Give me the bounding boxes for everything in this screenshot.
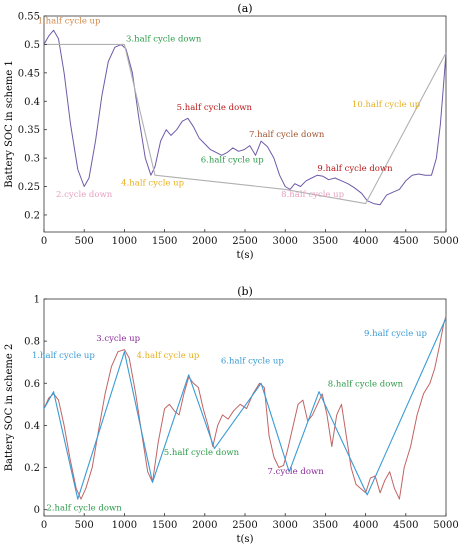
x-tick-label: 3000 [272,520,297,531]
cycle-annotation: 1.half cycle up [38,16,101,26]
x-axis-label-a: t(s) [237,250,254,261]
y-tick-label: 0.35 [18,125,40,136]
x-tick-label: 1500 [152,236,177,247]
x-tick-label: 2000 [192,520,217,531]
x-tick-label: 1000 [112,520,137,531]
x-tick-label: 4500 [393,520,418,531]
x-tick-label: 3500 [313,520,338,531]
cycle-annotation: 2.half cycle down [46,504,122,514]
x-tick-label: 5000 [433,520,458,531]
y-ticks-a: 0.2 0.25 0.3 0.35 0.4 0.45 0.5 0.55 [18,12,47,221]
cycle-annotation: 10.half cycle up [352,100,421,110]
x-tick-label: 5000 [433,236,458,247]
x-ticks-a: 0 500 1000 1500 2000 2500 3000 3500 4000 4500 5000 [41,229,459,247]
x-tick-label: 0 [41,520,47,531]
y-tick-label: 0.2 [24,210,40,221]
cycle-annotation: 6.half cycle up [221,356,284,366]
panel-b: (b) 0 500 1000 1500 2000 2500 3000 3500 4000 4500… [4,285,459,545]
y-tick-label: 0.4 [24,421,40,432]
cycle-annotation: 7.half cycle down [249,130,325,140]
series-line-b-2 [43,317,447,500]
y-tick-label: 0.5 [24,40,40,51]
x-tick-label: 4000 [353,520,378,531]
y-tick-label: 0.55 [18,12,40,23]
x-axis-label-b: t(s) [237,534,254,545]
y-axis-label-a: Battery SOC in scheme 1 [4,60,15,188]
x-tick-label: 4000 [353,236,378,247]
x-tick-label: 4500 [393,236,418,247]
cycle-annotation: 8.half cycle up [281,190,344,200]
cycle-annotation: 9.half cycle up [364,329,427,339]
cycle-annotation: 5.half cycle down [164,448,240,458]
cycle-annotation: 6.half cycle up [201,156,264,166]
cycle-annotation: 5.half cycle down [177,103,253,113]
cycle-annotation: 1.half cycle up [32,351,95,361]
x-tick-label: 2500 [232,520,257,531]
annotations-b: 1.half cycle up 2.half cycle down 3.cycle … [32,329,428,514]
series-layer-b [43,315,447,500]
panel-label-a: (a) [237,2,252,15]
y-tick-label: 0.6 [24,379,40,390]
y-tick-label: 0.45 [18,68,40,79]
x-tick-label: 2000 [192,236,217,247]
y-axis-label-b: Battery SOC in scheme 2 [4,344,15,472]
x-tick-label: 0 [41,236,47,247]
x-tick-label: 1000 [112,236,137,247]
x-tick-label: 500 [75,520,94,531]
panel-a: (a) 0 500 1000 1500 2000 2500 3000 3500 4000 4500… [4,2,459,261]
y-tick-label: 1 [34,295,40,306]
cycle-annotation: 4.half cycle up [121,178,184,188]
x-tick-label: 500 [75,236,94,247]
x-tick-label: 3500 [313,236,338,247]
y-tick-label: 0.8 [24,337,40,348]
y-tick-label: 0.25 [18,182,40,193]
x-tick-label: 2500 [232,236,257,247]
annotations-a: 1.half cycle up 2.cycle down 3.half cycle … [38,16,421,199]
x-tick-label: 3000 [272,236,297,247]
y-tick-label: 0 [34,505,40,516]
cycle-annotation: 3.cycle up [96,334,140,344]
y-tick-label: 0.4 [24,97,40,108]
series-line-b-1 [43,315,447,500]
series-line-a-1 [43,29,447,206]
cycle-annotation: 7.cycle down [268,467,325,477]
series-line-a-2 [44,43,447,205]
series-layer-a [43,29,447,206]
y-tick-label: 0.3 [24,154,40,165]
y-ticks-b: 0 0.2 0.4 0.6 0.8 1 [24,295,47,516]
cycle-annotation: 3.half cycle down [126,35,202,45]
x-tick-label: 1500 [152,520,177,531]
y-tick-label: 0.2 [24,463,40,474]
x-ticks-b: 0 500 1000 1500 2000 2500 3000 3500 4000 4500 5000 [41,513,459,531]
cycle-annotation: 4.half cycle up [136,351,199,361]
cycle-annotation: 2.cycle down [56,190,113,200]
cycle-annotation: 8.half cycle down [328,379,404,389]
cycle-annotation: 9.half cycle down [317,164,393,174]
panel-label-b: (b) [237,285,253,298]
